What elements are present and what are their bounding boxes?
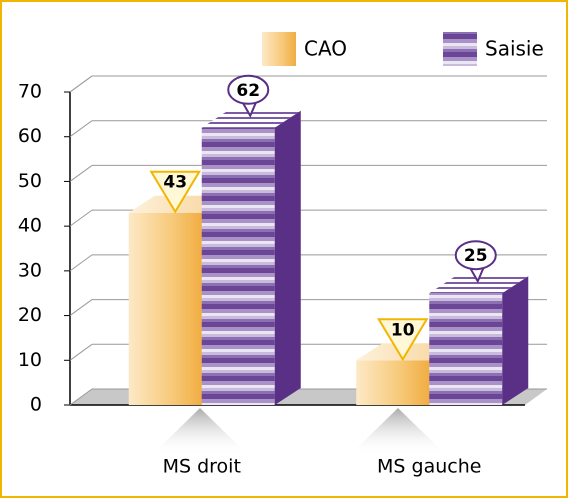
callout <box>468 266 485 284</box>
y-tick-label: 40 <box>18 215 42 237</box>
grid-line <box>69 254 93 272</box>
legend-swatch <box>443 32 477 66</box>
grid-line <box>69 299 93 316</box>
value-label: 25 <box>464 246 488 266</box>
y-tick-label: 30 <box>18 259 42 281</box>
y-tick-label: 50 <box>18 170 42 192</box>
shadow <box>152 408 248 455</box>
value-label: 43 <box>163 173 187 193</box>
bar-side <box>502 276 529 405</box>
value-label: 62 <box>236 81 260 101</box>
bar <box>201 127 275 406</box>
grid-line <box>69 388 93 406</box>
grid-line <box>69 120 93 138</box>
x-tick-label: MS gauche <box>377 456 481 478</box>
grid-line <box>69 75 93 93</box>
legend-label: CAO <box>304 37 347 61</box>
y-tick-label: 60 <box>18 125 42 147</box>
callout <box>241 101 258 119</box>
legend-swatch <box>262 32 296 66</box>
grid-line <box>69 165 93 182</box>
legend-label: Saisie <box>485 37 544 61</box>
bar <box>128 212 202 405</box>
bar-top <box>201 110 301 128</box>
callout <box>454 240 497 271</box>
x-tick-label: MS droit <box>163 456 241 478</box>
bar <box>429 293 503 405</box>
grid-line <box>69 209 93 227</box>
callout <box>149 170 202 214</box>
bar-side <box>274 110 301 406</box>
shadow <box>350 408 446 455</box>
callout <box>376 318 429 362</box>
y-tick-label: 0 <box>30 394 42 416</box>
bar-top <box>429 276 529 294</box>
y-tick-label: 70 <box>18 81 42 103</box>
y-tick-label: 20 <box>18 304 42 326</box>
y-tick-label: 10 <box>18 349 42 371</box>
bar <box>356 360 430 405</box>
grid-line <box>69 343 93 361</box>
value-label: 10 <box>391 320 415 340</box>
callout <box>227 74 270 105</box>
